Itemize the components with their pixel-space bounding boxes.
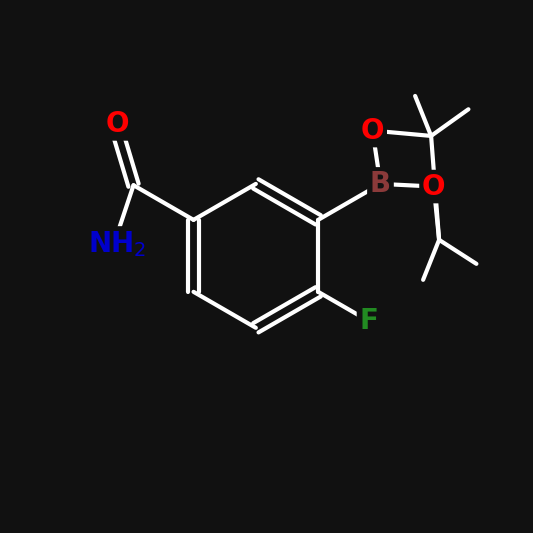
Text: NH$_2$: NH$_2$ xyxy=(88,229,147,259)
Text: O: O xyxy=(106,110,130,138)
Text: O: O xyxy=(361,117,384,144)
Text: B: B xyxy=(370,170,391,198)
Text: F: F xyxy=(359,307,378,335)
Text: O: O xyxy=(422,173,446,200)
